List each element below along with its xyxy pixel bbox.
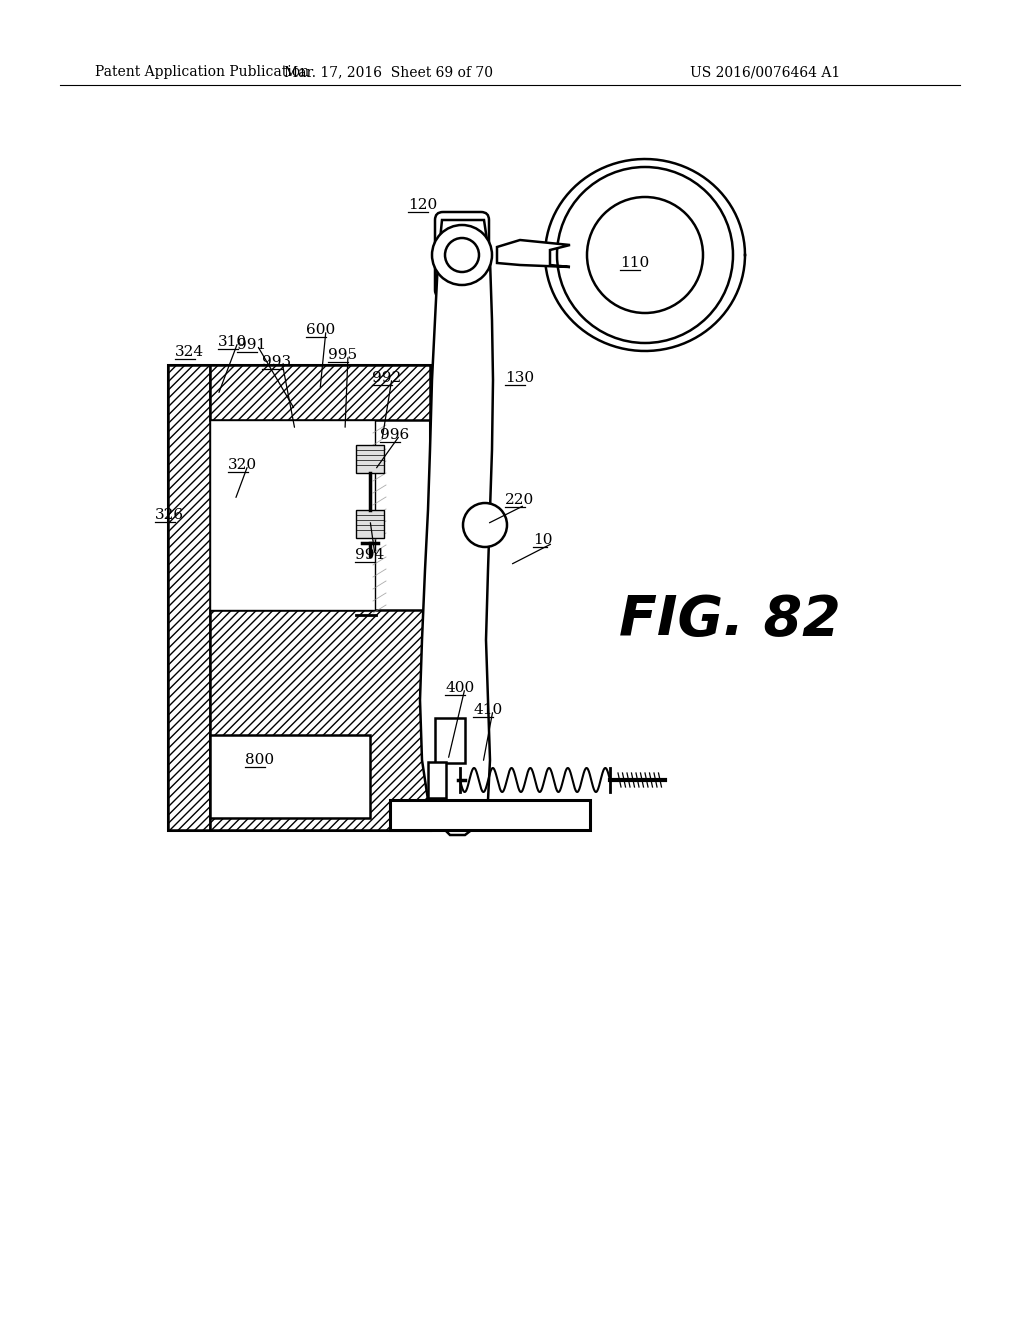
Text: 320: 320 xyxy=(228,458,257,473)
Bar xyxy=(428,762,446,799)
Circle shape xyxy=(432,224,492,285)
Text: 991: 991 xyxy=(237,338,266,352)
Text: 10: 10 xyxy=(534,533,553,546)
Text: 400: 400 xyxy=(445,681,474,696)
Bar xyxy=(390,800,590,830)
Text: 310: 310 xyxy=(218,335,247,348)
Bar xyxy=(210,366,430,420)
Text: 992: 992 xyxy=(372,371,401,385)
Text: FIG. 82: FIG. 82 xyxy=(620,593,841,647)
Circle shape xyxy=(557,168,733,343)
Text: 130: 130 xyxy=(505,371,535,385)
Circle shape xyxy=(445,238,479,272)
Text: US 2016/0076464 A1: US 2016/0076464 A1 xyxy=(690,65,841,79)
Text: Patent Application Publication: Patent Application Publication xyxy=(95,65,309,79)
Text: 410: 410 xyxy=(473,704,502,717)
Circle shape xyxy=(587,197,703,313)
Bar xyxy=(168,366,210,830)
Text: 995: 995 xyxy=(328,348,357,362)
Text: 324: 324 xyxy=(175,345,204,359)
Polygon shape xyxy=(420,220,493,836)
Text: 994: 994 xyxy=(355,548,384,562)
Text: 326: 326 xyxy=(155,508,184,521)
Text: 993: 993 xyxy=(262,355,291,370)
Text: Mar. 17, 2016  Sheet 69 of 70: Mar. 17, 2016 Sheet 69 of 70 xyxy=(284,65,493,79)
Text: 120: 120 xyxy=(408,198,437,213)
Bar xyxy=(168,366,430,830)
Bar xyxy=(210,610,430,830)
Bar xyxy=(210,420,375,610)
Circle shape xyxy=(463,503,507,546)
Text: 600: 600 xyxy=(306,323,335,337)
Text: 800: 800 xyxy=(245,752,274,767)
Bar xyxy=(435,718,465,763)
Polygon shape xyxy=(497,240,570,267)
Bar xyxy=(210,735,370,818)
Bar xyxy=(356,445,384,473)
Text: 110: 110 xyxy=(620,256,649,271)
Text: 220: 220 xyxy=(505,492,535,507)
FancyBboxPatch shape xyxy=(435,213,489,298)
Bar xyxy=(356,510,384,539)
Text: 996: 996 xyxy=(380,428,410,442)
